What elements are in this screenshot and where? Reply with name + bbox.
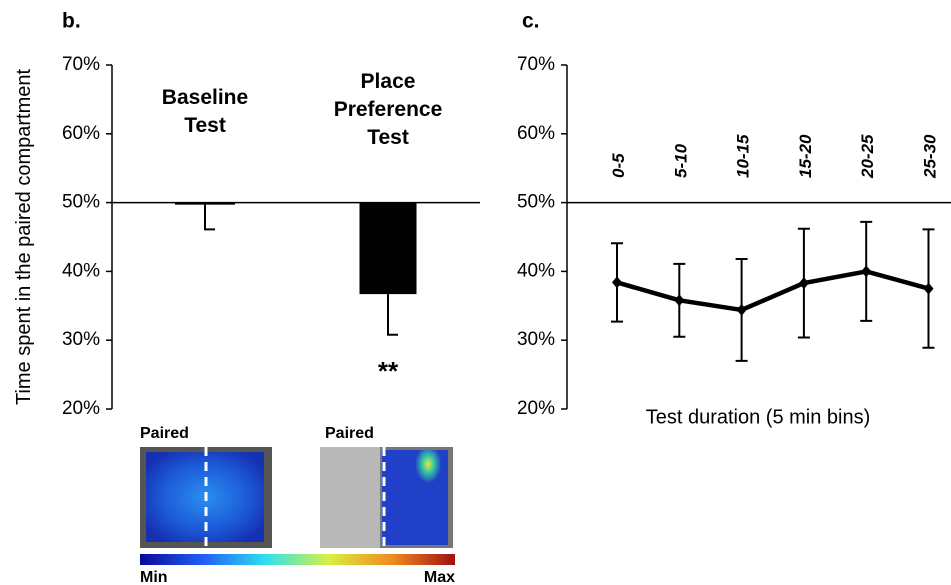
category-label: Baseline Test: [161, 86, 249, 137]
y-tick-label: 40%: [62, 260, 100, 281]
error-bar: [387, 294, 398, 336]
marker: [861, 265, 872, 278]
category-label: 0-5: [609, 153, 628, 178]
colorbar-label: Min: [140, 569, 168, 585]
panel-label: b.: [62, 10, 81, 33]
y-tick-label: 20%: [517, 398, 555, 419]
y-tick-label: 20%: [62, 398, 100, 419]
y-tick-label: 50%: [517, 192, 555, 213]
y-tick-label: 70%: [517, 54, 555, 75]
category-label: 25-30: [921, 134, 940, 179]
line: [616, 269, 930, 313]
marker: [923, 282, 934, 295]
annotation: **: [378, 356, 399, 386]
heatmap-field: [382, 450, 448, 545]
inset-label: Paired: [325, 425, 374, 442]
bar: [175, 202, 235, 205]
marker: [798, 277, 809, 290]
heatmap-field: [320, 447, 380, 548]
x-axis-label: Test duration (5 min bins): [646, 406, 871, 428]
error-bar: [204, 204, 215, 231]
category-label: 5-10: [671, 143, 690, 178]
y-axis-label: Time spent in the paired compartment: [13, 69, 35, 406]
category-label: 20-25: [858, 134, 877, 179]
bar: [359, 202, 417, 295]
marker: [612, 276, 622, 289]
marker: [736, 303, 747, 316]
marker: [674, 294, 685, 307]
inset-label: Paired: [140, 425, 189, 442]
category-label: 15-20: [796, 134, 815, 178]
heatmap-insets: [140, 447, 455, 565]
y-tick-label: 70%: [62, 54, 100, 75]
y-tick-label: 30%: [62, 329, 100, 350]
y-tick-label: 40%: [517, 260, 555, 281]
panel-label: c.: [522, 10, 540, 33]
category-label: 10-15: [734, 134, 753, 178]
colorbar: [140, 554, 455, 565]
y-tick-label: 60%: [62, 123, 100, 144]
y-tick-label: 50%: [62, 192, 100, 213]
category-label: Place Preference Test: [333, 70, 443, 149]
y-tick-label: 60%: [517, 123, 555, 144]
colorbar-label: Max: [424, 569, 455, 585]
y-tick-label: 30%: [517, 329, 555, 350]
